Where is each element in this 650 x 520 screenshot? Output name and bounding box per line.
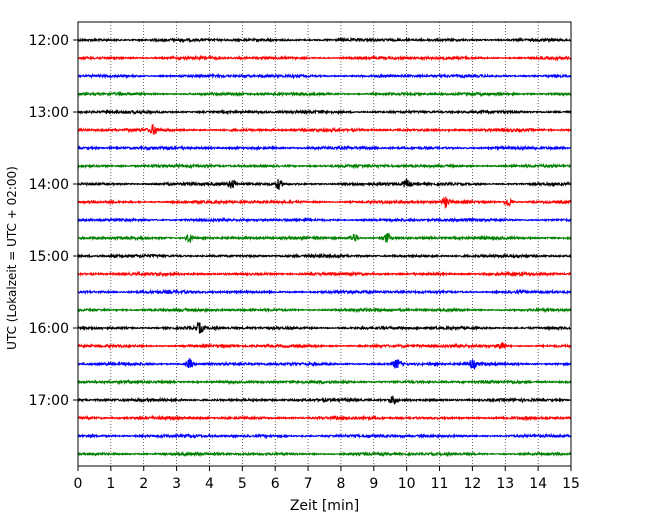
seismic-trace xyxy=(77,378,572,386)
seismic-trace xyxy=(77,432,572,440)
x-tick-label: 0 xyxy=(74,476,83,492)
seismic-trace xyxy=(77,124,572,135)
seismic-trace xyxy=(77,321,572,334)
seismic-trace xyxy=(77,450,572,458)
x-tick-label: 5 xyxy=(238,476,247,492)
seismic-trace xyxy=(77,144,572,152)
x-tick-label: 7 xyxy=(304,476,313,492)
seismic-trace xyxy=(77,36,572,44)
x-tick-label: 11 xyxy=(431,476,449,492)
x-tick-label: 4 xyxy=(205,476,214,492)
y-tick-label: 17:00 xyxy=(29,393,69,409)
seismic-trace xyxy=(77,288,572,296)
seismic-trace xyxy=(77,108,572,116)
x-tick-label: 9 xyxy=(369,476,378,492)
seismic-trace xyxy=(77,216,572,224)
seismic-trace xyxy=(77,414,572,422)
y-axis-label: UTC (Lokalzeit = UTC + 02:00) xyxy=(5,166,19,350)
plot-frame xyxy=(77,21,572,467)
seismic-trace xyxy=(77,196,572,210)
x-tick-label: 3 xyxy=(172,476,181,492)
y-tick-label: 15:00 xyxy=(29,249,69,265)
x-tick-label: 14 xyxy=(529,476,547,492)
seismic-trace xyxy=(77,178,572,190)
y-tick-label: 12:00 xyxy=(29,33,69,49)
x-tick-label: 15 xyxy=(562,476,580,492)
x-axis-label: Zeit [min] xyxy=(290,498,359,514)
x-axis-ticks: 0 1 2 3 4 5 6 7 8 9 10 11 12 13 14 15 xyxy=(74,466,580,492)
y-tick-label: 14:00 xyxy=(29,177,69,193)
x-tick-label: 8 xyxy=(336,476,345,492)
x-tick-label: 10 xyxy=(398,476,416,492)
seismic-trace xyxy=(77,90,572,98)
seismic-trace xyxy=(77,342,572,350)
y-axis-ticks: 12:00 13:00 14:00 15:00 16:00 17:00 xyxy=(29,33,78,409)
seismic-trace xyxy=(77,232,572,244)
y-tick-label: 13:00 xyxy=(29,105,69,121)
seismic-trace xyxy=(77,306,572,314)
seismic-trace xyxy=(77,357,572,371)
seismic-trace xyxy=(77,72,572,80)
x-tick-label: 6 xyxy=(271,476,280,492)
seismic-trace xyxy=(77,54,572,62)
seismic-traces xyxy=(77,36,572,458)
seismic-trace xyxy=(77,395,572,405)
x-tick-label: 1 xyxy=(106,476,115,492)
y-tick-label: 16:00 xyxy=(29,321,69,337)
seismic-trace xyxy=(77,270,572,278)
x-tick-label: 13 xyxy=(496,476,514,492)
seismic-trace xyxy=(77,162,572,170)
seismic-trace xyxy=(77,252,572,260)
x-tick-label: 12 xyxy=(463,476,481,492)
x-tick-label: 2 xyxy=(139,476,148,492)
